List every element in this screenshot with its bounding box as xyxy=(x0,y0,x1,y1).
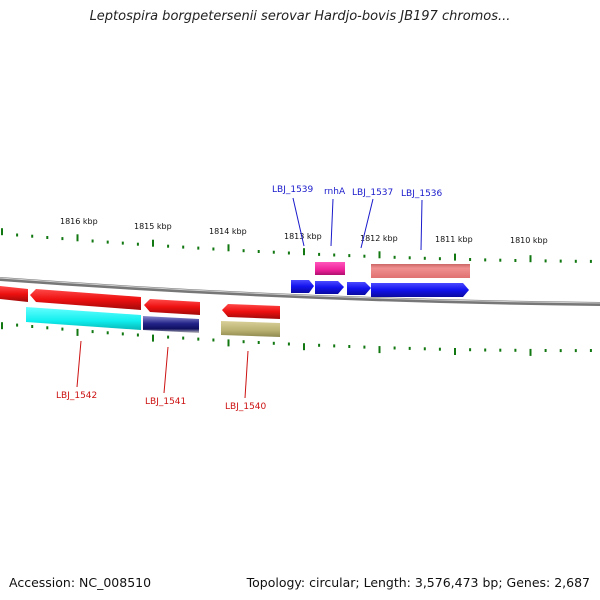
scale-ticks-bottom xyxy=(1,322,592,356)
gene-label-lbj-1536[interactable]: LBJ_1536 xyxy=(401,189,443,199)
chromosome-backbone xyxy=(0,277,600,306)
gene-label-lbj-1537[interactable]: LBJ_1537 xyxy=(352,188,393,198)
topology-text: Topology: circular; Length: 3,576,473 bp… xyxy=(246,575,590,590)
leader-lbj-1542 xyxy=(76,340,82,388)
scale-label-1815: 1815 kbp xyxy=(134,222,172,231)
leader-lbj-1536 xyxy=(420,199,423,251)
forward-label-leaders xyxy=(292,197,423,251)
gene-arrow-lbj-1541[interactable] xyxy=(144,299,200,315)
gene-arrow-lbj-1539[interactable] xyxy=(291,280,314,293)
scale-ticks-top xyxy=(1,228,592,263)
gene-label-rnha[interactable]: rnhA xyxy=(324,187,346,197)
scale-label-1816: 1816 kbp xyxy=(60,217,98,226)
feature-magenta[interactable] xyxy=(315,262,345,275)
gene-arrow-partial-left[interactable] xyxy=(0,286,28,302)
leader-lbj-1539 xyxy=(292,197,305,247)
leader-lbj-1537 xyxy=(360,198,374,249)
feature-navy[interactable] xyxy=(143,316,199,333)
scale-label-1810: 1810 kbp xyxy=(510,236,548,245)
scale-label-1812: 1812 kbp xyxy=(360,234,398,243)
gene-label-lbj-1540[interactable]: LBJ_1540 xyxy=(225,402,267,412)
chromosome-backbone-highlight xyxy=(0,277,600,304)
leader-lbj-1540 xyxy=(244,350,249,399)
gene-arrow-lbj-1542[interactable] xyxy=(30,289,141,310)
gene-label-lbj-1542[interactable]: LBJ_1542 xyxy=(56,391,97,401)
map-title: Leptospira borgpetersenii serovar Hardjo… xyxy=(89,9,511,24)
scale-label-1813: 1813 kbp xyxy=(284,232,322,241)
feature-cyan[interactable] xyxy=(26,307,141,330)
scale-label-1814: 1814 kbp xyxy=(209,227,247,236)
gene-arrow-lbj-1537[interactable] xyxy=(347,282,371,295)
reverse-label-leaders xyxy=(76,340,249,399)
feature-olive[interactable] xyxy=(221,321,280,337)
scale-labels: 1816 kbp 1815 kbp 1814 kbp 1813 kbp 1812… xyxy=(60,217,548,245)
gene-label-lbj-1541[interactable]: LBJ_1541 xyxy=(145,397,186,407)
accession-text: Accession: NC_008510 xyxy=(9,575,152,590)
gene-arrow-lbj-1540[interactable] xyxy=(222,304,280,319)
gene-arrow-rnha[interactable] xyxy=(315,281,344,294)
leader-rnha xyxy=(330,198,334,247)
feature-salmon[interactable] xyxy=(371,264,470,278)
gene-arrow-lbj-1536[interactable] xyxy=(371,283,469,297)
leader-lbj-1541 xyxy=(163,346,169,394)
scale-label-1811: 1811 kbp xyxy=(435,235,473,244)
gene-label-lbj-1539[interactable]: LBJ_1539 xyxy=(272,185,314,195)
